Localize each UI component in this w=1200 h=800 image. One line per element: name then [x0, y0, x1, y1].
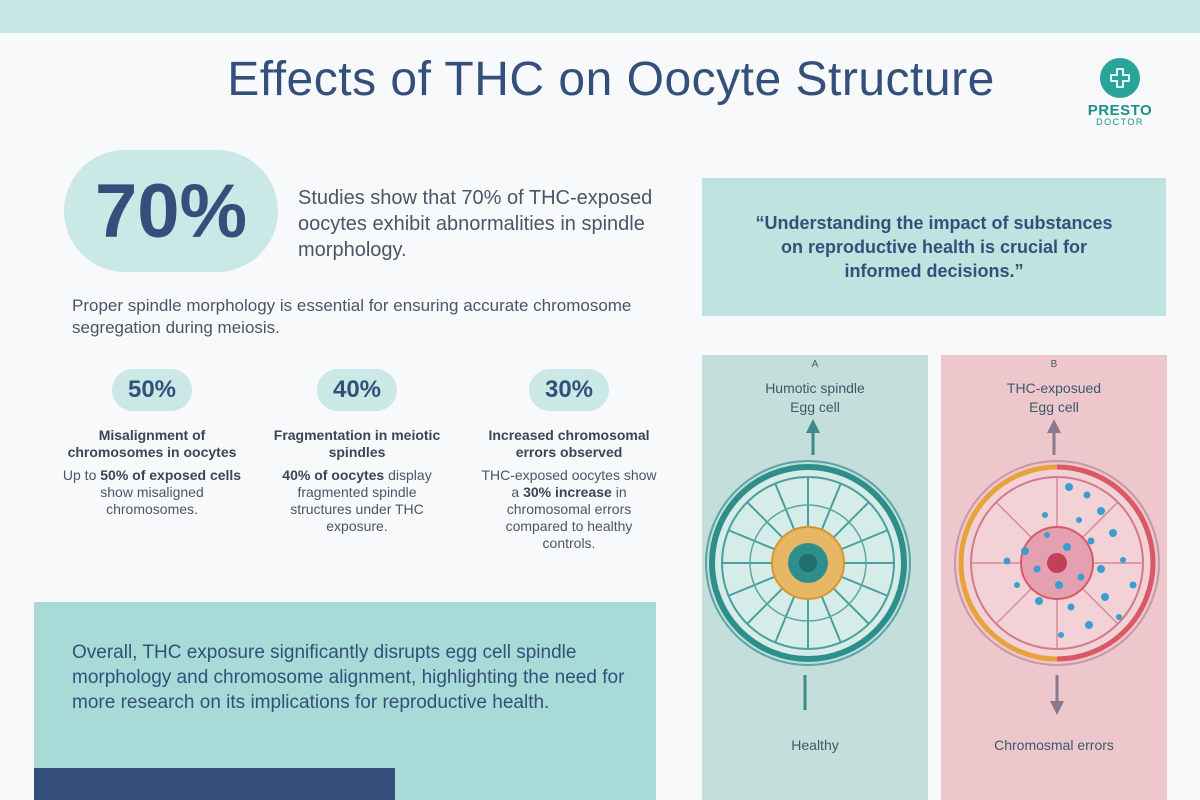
stat-fragmentation: 40% Fragmentation in meiotic spindles 40… — [267, 369, 447, 535]
logo-name: PRESTO — [1087, 102, 1153, 119]
panel-bottom-label: Chromosmal errors — [994, 737, 1114, 753]
thc-exposed-egg-cell-illustration — [954, 419, 1160, 715]
stat-heading: Misalignment of chromosomes in oocytes — [67, 427, 237, 460]
stat-value: 40% — [317, 369, 397, 411]
summary-text: Overall, THC exposure significantly disr… — [72, 642, 625, 713]
stat-value: 30% — [529, 369, 609, 411]
highlight-badge: 70% — [64, 150, 278, 272]
quote-box: “Understanding the impact of substances … — [702, 178, 1166, 316]
top-banner — [0, 0, 1200, 33]
stat-description: THC-exposed oocytes show a 30% increase … — [481, 467, 657, 551]
panel-healthy-cell: A Humotic spindle Egg cell Healthy — [702, 355, 928, 800]
stat-description: Up to 50% of exposed cells show misalign… — [62, 467, 242, 517]
medical-cross-icon — [1100, 58, 1140, 98]
stat-value: 50% — [112, 369, 192, 411]
presto-doctor-logo[interactable]: PRESTO DOCTOR — [1085, 58, 1155, 127]
quote-text: “Understanding the impact of substances … — [755, 213, 1113, 281]
panel-top-label: Humotic spindle Egg cell — [765, 380, 865, 415]
panel-bottom-label: Healthy — [791, 737, 839, 753]
healthy-egg-cell-illustration — [705, 419, 911, 710]
highlight-text: Studies show that 70% of THC-exposed ooc… — [298, 187, 653, 261]
stat-chromosomal-errors: 30% Increased chromosomal errors observe… — [479, 369, 659, 552]
stat-description: 40% of oocytes display fragmented spindl… — [282, 467, 432, 534]
page-title: Effects of THC on Oocyte Structure — [227, 53, 995, 106]
panel-top-label: THC-exposued Egg cell — [1006, 380, 1102, 415]
summary-box: Overall, THC exposure significantly disr… — [34, 602, 656, 800]
highlight-value: 70% — [94, 168, 248, 254]
logo-subtitle: DOCTOR — [1096, 117, 1144, 127]
panel-letter: B — [1050, 359, 1058, 370]
intro-paragraph: Proper spindle morphology is essential f… — [72, 296, 632, 337]
summary-accent-bar — [34, 768, 395, 800]
stat-heading: Fragmentation in meiotic spindles — [273, 427, 441, 460]
panel-thc-exposed-cell: B THC-exposued Egg cell Chromosmal error… — [941, 355, 1167, 800]
stat-misalignment: 50% Misalignment of chromosomes in oocyt… — [62, 369, 242, 518]
stat-heading: Increased chromosomal errors observed — [488, 427, 650, 460]
panel-letter: A — [811, 359, 819, 370]
